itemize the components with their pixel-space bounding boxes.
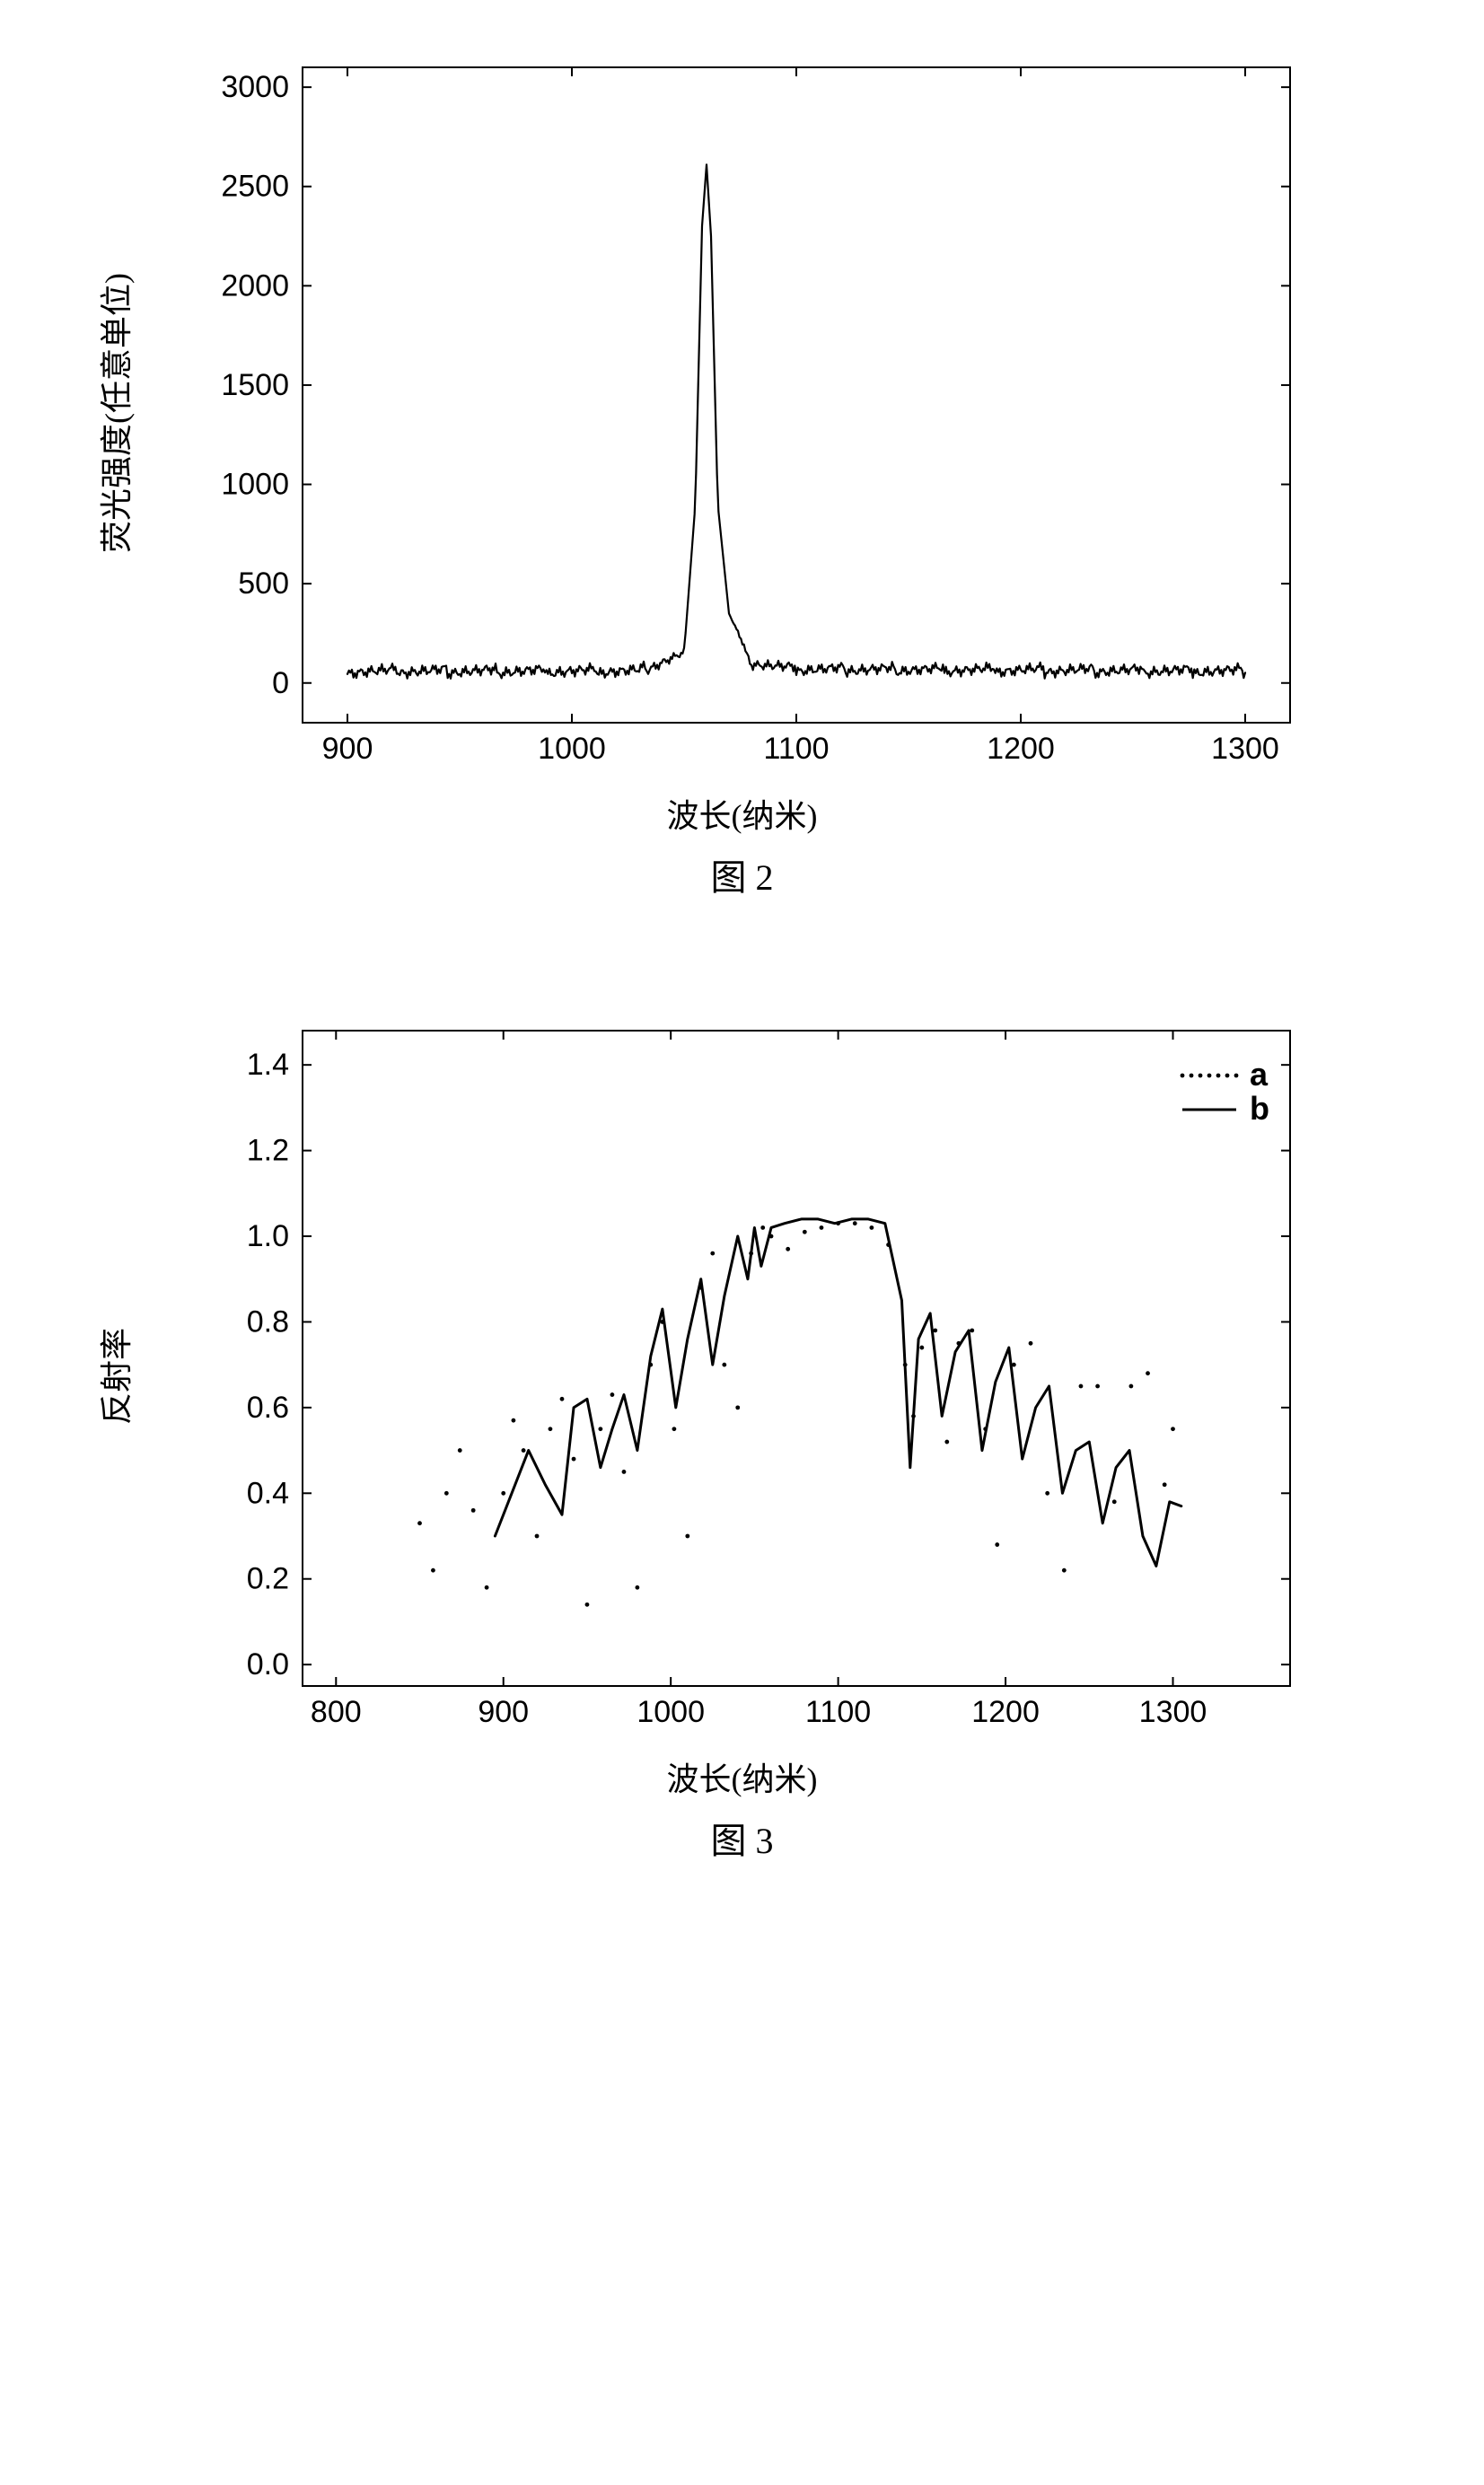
svg-text:3000: 3000 [221, 70, 289, 104]
svg-text:a: a [1250, 1056, 1269, 1093]
plot3-ylabel: 反射率 [91, 1328, 137, 1425]
svg-text:1000: 1000 [637, 1695, 705, 1729]
svg-text:0.6: 0.6 [246, 1391, 288, 1425]
figure-3-caption: 图 3 [711, 1812, 774, 1864]
svg-text:0.8: 0.8 [246, 1304, 288, 1339]
svg-text:b: b [1250, 1090, 1269, 1127]
figure-3-plot: 800 900 1000 1100 1200 1300 0.0 0.2 0.4 0.6 0.8 1.0… [132, 981, 1353, 1771]
svg-text:2500: 2500 [221, 170, 289, 204]
svg-text:1.2: 1.2 [246, 1134, 288, 1168]
svg-text:2000: 2000 [221, 268, 289, 303]
plot2-xlabel: 波长(纳米) [667, 790, 818, 837]
svg-text:1100: 1100 [805, 1695, 871, 1729]
svg-text:0: 0 [272, 666, 289, 700]
svg-text:1.4: 1.4 [246, 1048, 288, 1082]
svg-text:1000: 1000 [221, 468, 289, 502]
figure-2-caption: 图 2 [711, 848, 774, 900]
figure-2-plot: 900 1000 1100 1200 1300 0 500 1000 1500 2000 2500 3… [132, 18, 1353, 808]
svg-text:800: 800 [310, 1695, 361, 1729]
svg-text:1100: 1100 [763, 732, 829, 766]
svg-text:1200: 1200 [971, 1695, 1040, 1729]
svg-text:1300: 1300 [1138, 1695, 1207, 1729]
figure-3-wrap: 800 900 1000 1100 1200 1300 0.0 0.2 0.4 0.6 0.8 1.0… [0, 981, 1484, 1945]
svg-text:900: 900 [478, 1695, 529, 1729]
svg-text:1300: 1300 [1211, 732, 1279, 766]
svg-text:1200: 1200 [987, 732, 1055, 766]
svg-text:1000: 1000 [538, 732, 606, 766]
svg-text:0.4: 0.4 [246, 1476, 288, 1510]
svg-text:1500: 1500 [221, 368, 289, 402]
svg-text:900: 900 [321, 732, 373, 766]
plot2-ylabel: 荧光强度(任意单位) [91, 273, 137, 553]
svg-text:500: 500 [238, 566, 289, 601]
svg-text:1.0: 1.0 [246, 1219, 288, 1253]
plot3-xlabel: 波长(纳米) [667, 1753, 818, 1800]
figure-2-wrap: 900 1000 1100 1200 1300 0 500 1000 1500 2000 2500 3… [0, 18, 1484, 981]
svg-text:0.0: 0.0 [246, 1647, 288, 1682]
svg-text:0.2: 0.2 [246, 1562, 288, 1596]
